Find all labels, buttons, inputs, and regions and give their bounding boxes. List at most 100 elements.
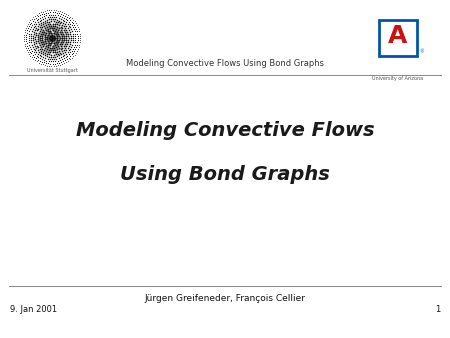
Point xyxy=(54,40,62,45)
Point xyxy=(69,38,76,43)
Point xyxy=(68,15,75,21)
Point xyxy=(49,38,56,44)
Point xyxy=(31,42,38,47)
Point xyxy=(56,50,63,55)
Point xyxy=(27,38,35,43)
Point xyxy=(43,34,50,40)
Point xyxy=(65,27,72,32)
Point xyxy=(34,20,41,25)
Point xyxy=(46,56,54,62)
Point xyxy=(63,23,70,28)
Point xyxy=(36,24,43,29)
Point xyxy=(56,18,63,23)
Point xyxy=(45,10,52,15)
Point xyxy=(26,42,33,47)
Point xyxy=(39,38,46,43)
Point xyxy=(28,16,35,22)
Point xyxy=(62,16,69,22)
Point xyxy=(33,21,40,26)
Point xyxy=(64,46,72,51)
Point xyxy=(39,57,46,62)
Point xyxy=(53,33,60,39)
Point xyxy=(35,16,42,22)
Point xyxy=(61,18,68,24)
Point xyxy=(34,51,41,56)
Point xyxy=(34,32,41,38)
Point xyxy=(30,25,37,30)
Point xyxy=(68,35,75,41)
Point xyxy=(39,25,46,30)
Point xyxy=(60,27,68,32)
Point xyxy=(76,40,83,45)
Point xyxy=(32,34,39,40)
Point xyxy=(42,60,50,66)
Point xyxy=(69,33,76,39)
Point xyxy=(75,44,82,49)
Point xyxy=(75,27,82,32)
Point xyxy=(27,33,35,39)
Point xyxy=(66,42,73,47)
Point xyxy=(37,10,44,15)
Point xyxy=(56,35,63,41)
Point xyxy=(74,40,81,45)
Point xyxy=(39,52,46,57)
Point xyxy=(51,21,59,27)
Point xyxy=(21,32,28,38)
Point xyxy=(54,58,61,64)
Point xyxy=(44,15,51,20)
Point xyxy=(50,23,57,29)
Point xyxy=(45,7,53,13)
Point xyxy=(65,35,72,41)
Point xyxy=(38,12,45,17)
Point xyxy=(49,37,56,43)
Point xyxy=(56,21,63,26)
Point xyxy=(47,50,54,55)
Point xyxy=(70,54,77,59)
Point xyxy=(56,38,63,43)
Point xyxy=(56,33,63,39)
Point xyxy=(41,8,49,14)
Point xyxy=(49,61,56,67)
Point xyxy=(48,63,55,69)
Point xyxy=(58,38,65,43)
Point xyxy=(54,61,61,66)
Point xyxy=(33,59,40,64)
Point xyxy=(45,35,53,41)
Point xyxy=(32,37,39,42)
Point xyxy=(30,56,37,62)
Point xyxy=(28,54,35,60)
Point xyxy=(50,17,57,22)
Point xyxy=(42,48,50,54)
Point xyxy=(74,38,81,43)
Point xyxy=(63,20,70,25)
Point xyxy=(23,23,30,29)
Point xyxy=(36,56,44,61)
Point xyxy=(35,11,42,16)
Point xyxy=(27,25,35,30)
Point xyxy=(53,56,60,62)
Point xyxy=(63,51,70,56)
Point xyxy=(41,34,48,40)
Point xyxy=(23,32,30,38)
Point xyxy=(26,29,33,34)
Point xyxy=(43,8,50,13)
Point xyxy=(39,33,46,39)
Point xyxy=(52,39,59,45)
Point xyxy=(67,17,74,23)
Point xyxy=(72,25,79,30)
Point xyxy=(67,53,74,59)
Point xyxy=(57,44,64,49)
Point xyxy=(54,35,61,41)
Point xyxy=(70,17,77,22)
Point xyxy=(35,30,42,35)
Point xyxy=(39,62,46,67)
Point xyxy=(36,46,43,52)
Point xyxy=(58,14,65,19)
Point xyxy=(53,26,60,32)
Point xyxy=(36,22,43,27)
Point xyxy=(39,14,46,19)
Point xyxy=(31,48,38,53)
Point xyxy=(44,56,51,62)
Point xyxy=(70,35,77,41)
Point xyxy=(36,49,43,54)
